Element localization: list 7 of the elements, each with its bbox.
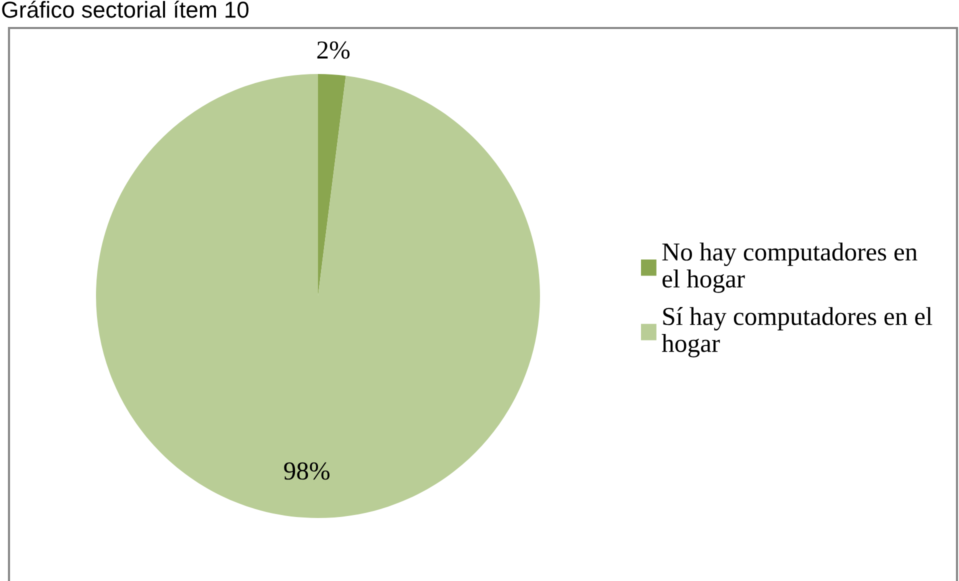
legend-label: Sí hay computadores en el hogar <box>662 307 932 358</box>
data-label: 98% <box>284 462 330 480</box>
legend-label: No hay computadores en el hogar <box>662 242 918 293</box>
data-label: 2% <box>317 41 350 59</box>
pie-slice <box>318 74 346 296</box>
chart-title: Gráfico sectorial ítem 10 <box>2 0 248 18</box>
pie-slice <box>96 74 540 518</box>
